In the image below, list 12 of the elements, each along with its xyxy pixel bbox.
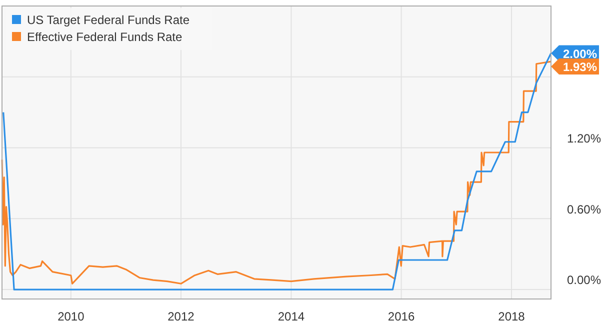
legend-label: Effective Federal Funds Rate: [27, 30, 183, 44]
x-tick-label: 2016: [388, 310, 415, 324]
x-tick-label: 2012: [168, 310, 195, 324]
x-tick-label: 2018: [498, 310, 526, 324]
x-tick-label: 2010: [58, 310, 85, 324]
annotation: 2.00%: [562, 46, 598, 61]
y-tick-label: 1.20%: [567, 131, 602, 146]
legend-label: US Target Federal Funds Rate: [27, 13, 190, 27]
x-tick-label: 2014: [278, 310, 305, 324]
y-tick-label: 0.60%: [567, 202, 602, 216]
y-tick-label: 0.00%: [567, 273, 602, 288]
annotation: 1.93%: [562, 60, 598, 74]
